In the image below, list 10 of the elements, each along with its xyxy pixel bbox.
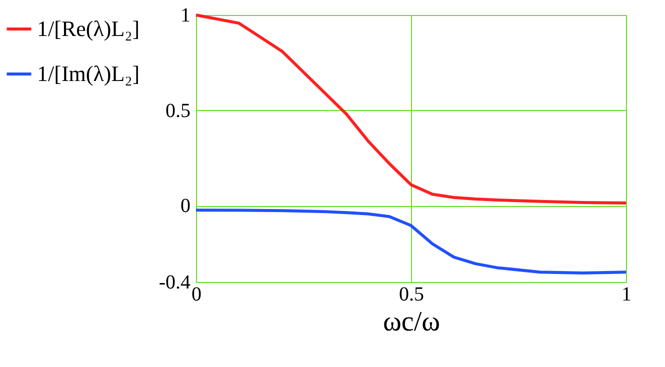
y-tick-label: 1 xyxy=(180,4,190,26)
legend-label: 1/[Im(λ)L₂] xyxy=(37,61,140,86)
x-tick-label: 1 xyxy=(622,284,632,306)
x-axis-title: ωc/ω xyxy=(382,306,440,338)
y-tick-label: 0.5 xyxy=(166,100,190,122)
y-tick-label: 0 xyxy=(180,195,190,218)
line-series xyxy=(194,208,628,275)
x-tick-label: 0.5 xyxy=(399,284,424,306)
y-tick-label: -0.4 xyxy=(158,272,190,294)
legend-label: 1/[Re(λ)L₂] xyxy=(37,16,140,41)
